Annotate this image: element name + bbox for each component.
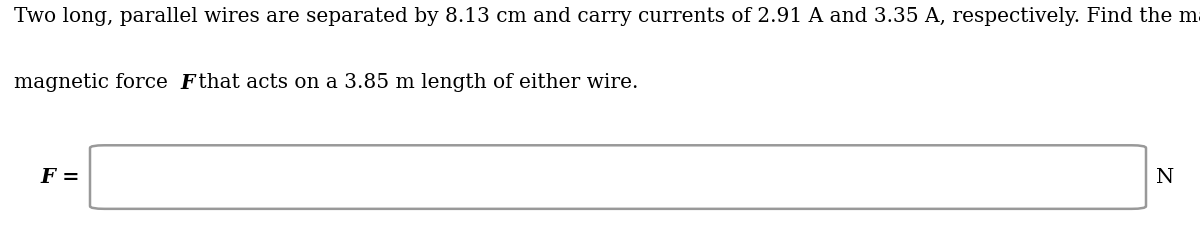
- FancyBboxPatch shape: [90, 145, 1146, 209]
- Text: N: N: [1156, 168, 1174, 187]
- Text: that acts on a 3.85 m length of either wire.: that acts on a 3.85 m length of either w…: [192, 73, 638, 92]
- Text: F: F: [180, 73, 194, 93]
- Text: magnetic force: magnetic force: [14, 73, 175, 92]
- Text: F =: F =: [41, 167, 80, 187]
- Text: Two long, parallel wires are separated by 8.13 cm and carry currents of 2.91 A a: Two long, parallel wires are separated b…: [14, 7, 1200, 26]
